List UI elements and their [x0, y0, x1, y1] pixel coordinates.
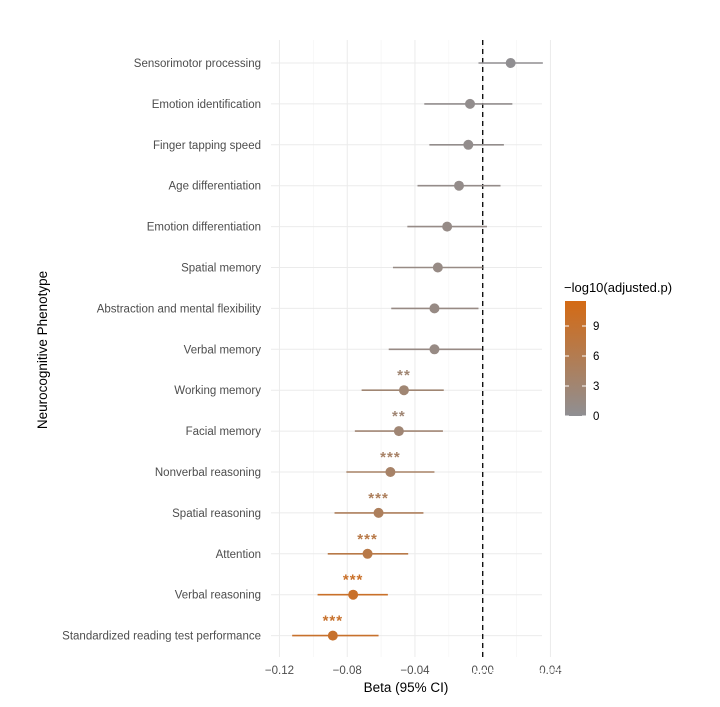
y-tick-labels: Sensorimotor processing Emotion identific…: [62, 58, 261, 643]
y-tick-label: Spatial reasoning: [172, 508, 261, 520]
y-tick-label: Finger tapping speed: [153, 140, 261, 152]
significance-stars: ***: [368, 490, 389, 507]
y-tick-label: Standardized reading test performance: [62, 631, 261, 643]
x-tick-label: 0.00: [472, 665, 494, 677]
y-tick-label: Working memory: [174, 385, 261, 397]
legend-title: −log10(adjusted.p): [564, 280, 672, 295]
y-tick-label: Abstraction and mental flexibility: [97, 303, 262, 315]
x-tick-label: −0.08: [333, 665, 362, 677]
y-tick-label: Verbal memory: [184, 344, 262, 356]
legend-tick-label: 0: [593, 411, 599, 423]
significance-stars: ***: [343, 572, 364, 589]
y-axis-title: Neurocognitive Phenotype: [35, 271, 50, 429]
point-estimate: [429, 344, 440, 355]
y-tick-label: Facial memory: [186, 426, 262, 438]
point-estimate: [327, 630, 338, 641]
y-tick-label: Emotion identification: [152, 99, 261, 111]
point-estimate: [362, 548, 373, 559]
significance-stars: ***: [380, 449, 401, 466]
x-tick-label: 0.04: [539, 665, 562, 677]
point-estimate: [373, 507, 384, 518]
watermark-text: 知乎 @涛哥聊多动ADHD: [472, 668, 661, 687]
color-legend: −log10(adjusted.p) 9 6 3 0: [564, 280, 672, 423]
y-tick-label: Nonverbal reasoning: [155, 467, 261, 479]
point-estimate: [454, 180, 465, 191]
legend-tick-label: 3: [593, 381, 599, 393]
y-tick-label: Attention: [216, 549, 261, 561]
legend-colorbar: [565, 301, 586, 416]
x-tick-label: −0.04: [400, 665, 430, 677]
point-estimate: [348, 589, 359, 600]
point-estimate: [385, 467, 396, 477]
point-estimate: [463, 139, 474, 150]
x-axis-title: Beta (95% CI): [364, 680, 449, 695]
point-estimate: [505, 58, 516, 68]
x-tick-labels: −0.12 −0.08 −0.04 0.00 0.04: [265, 665, 562, 677]
y-tick-label: Sensorimotor processing: [134, 58, 261, 70]
y-tick-label: Age differentiation: [169, 181, 262, 193]
y-tick-label: Emotion differentiation: [147, 222, 261, 234]
legend-ticks: 9 6 3 0: [565, 321, 599, 423]
significance-stars: **: [397, 367, 411, 384]
data-marks: *******************: [292, 58, 543, 641]
x-tick-label: −0.12: [265, 665, 294, 677]
point-estimate: [442, 221, 453, 232]
y-tick-label: Spatial memory: [181, 263, 261, 275]
legend-tick-label: 9: [593, 321, 599, 333]
point-estimate: [429, 303, 440, 314]
point-estimate: [393, 426, 404, 437]
legend-tick-label: 6: [593, 351, 599, 363]
significance-stars: ***: [357, 531, 378, 548]
point-estimate: [432, 262, 443, 273]
significance-stars: **: [392, 408, 406, 425]
point-estimate: [465, 98, 476, 109]
point-estimate: [398, 385, 409, 396]
y-tick-label: Verbal reasoning: [175, 590, 261, 602]
significance-stars: ***: [323, 613, 344, 630]
